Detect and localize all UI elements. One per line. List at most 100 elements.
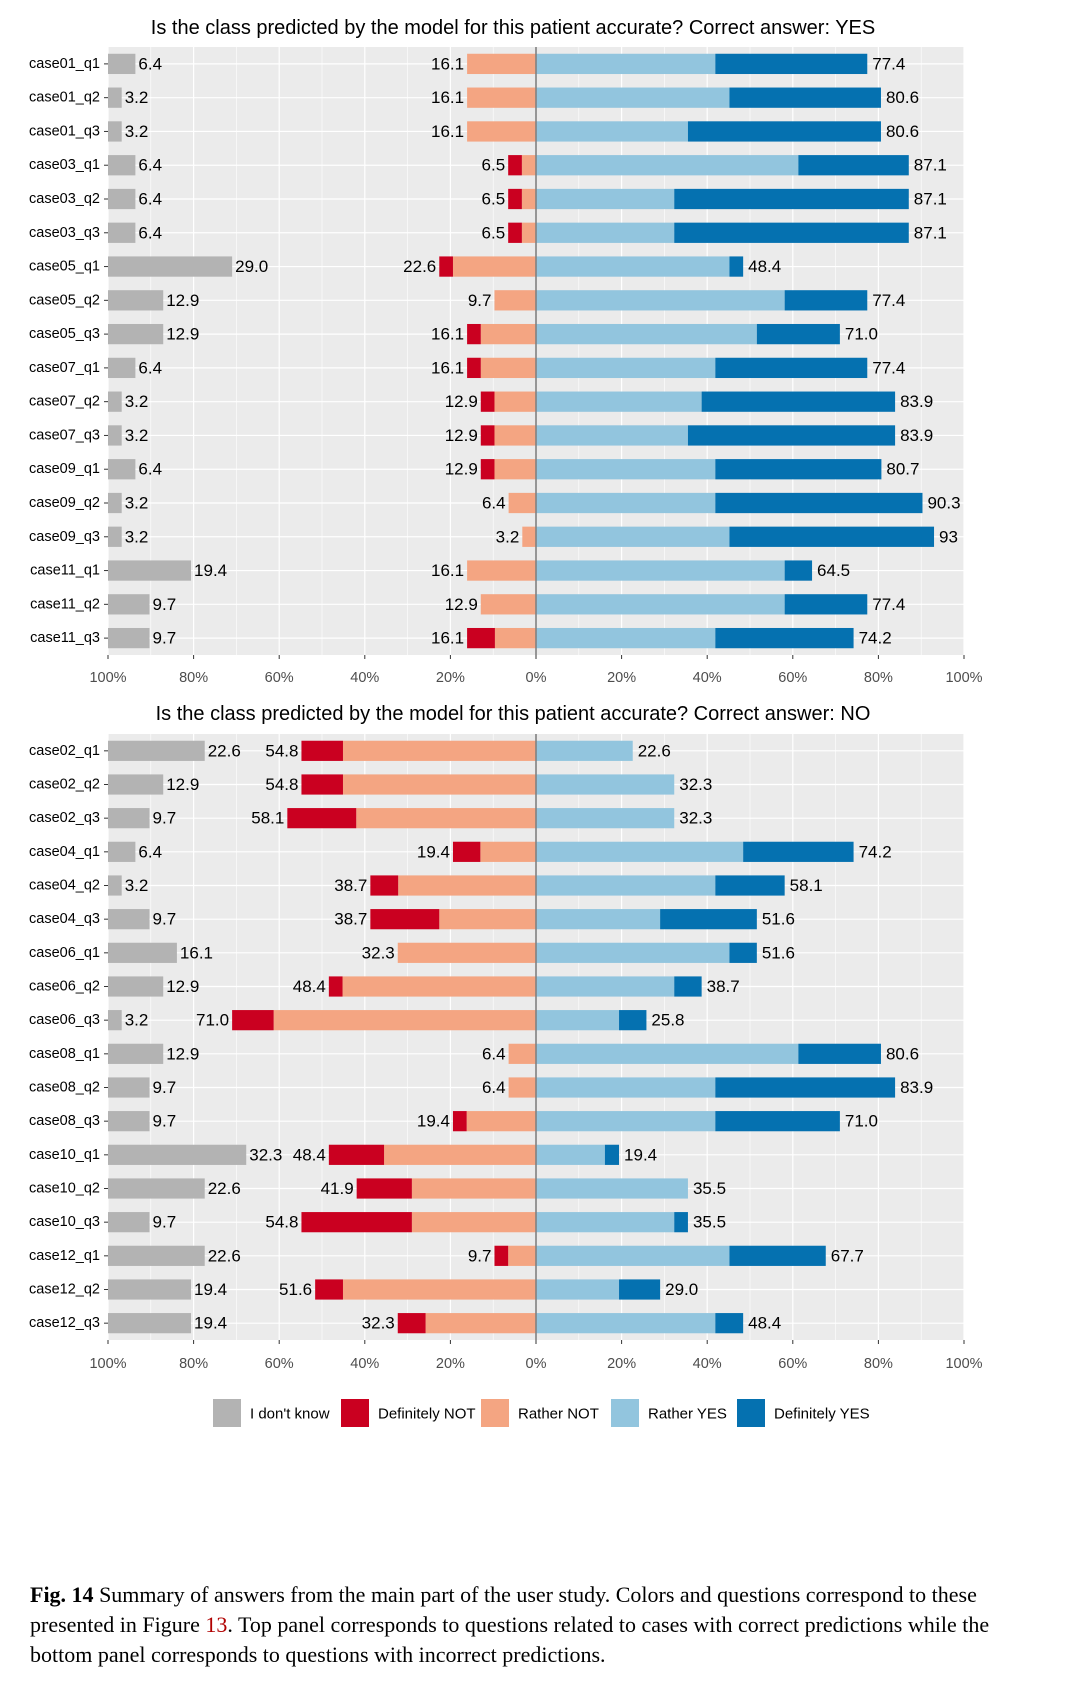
y-tick-label: case05_q3 [29,326,100,342]
bar-definitely-not [480,459,495,480]
data-label-negative: 19.4 [417,1112,450,1131]
bar-rather-not [508,1043,536,1064]
data-label-positive: 87.1 [914,223,947,242]
x-tick-label: 0% [526,670,547,686]
y-tick-label: case07_q2 [29,394,100,410]
data-label-idk: 9.7 [153,1078,177,1097]
data-label-idk: 3.2 [125,88,149,107]
data-label-idk: 3.2 [125,392,149,411]
data-label-negative: 16.1 [431,629,464,648]
bar-i-dont-know [108,1178,205,1199]
bar-definitely-yes [729,1245,826,1266]
legend-swatch-definitely-not [341,1399,369,1427]
x-tick-label: 100% [89,670,126,686]
x-tick-label: 40% [693,670,722,686]
data-label-negative: 6.4 [482,1044,506,1063]
bar-definitely-yes [784,290,868,311]
y-tick-label: case11_q3 [30,630,100,646]
bar-definitely-not [467,627,495,649]
data-label-negative: 16.1 [431,561,464,580]
bar-definitely-yes [604,1144,620,1165]
data-label-negative: 16.1 [431,358,464,377]
bar-definitely-yes [619,1279,661,1300]
data-label-positive: 32.3 [679,775,712,794]
panel-1: 6.4 16.1 77.4 case01_q1 3.2 16.1 80.6 case01_q2… [29,17,983,686]
bar-i-dont-know [108,740,205,761]
bar-rather-not [356,808,536,829]
y-tick-label: case06_q3 [29,1012,100,1028]
bar-definitely-not [494,1245,509,1266]
y-tick-label: case08_q3 [29,1113,100,1129]
data-label-idk: 12.9 [166,775,199,794]
bar-definitely-yes [674,976,702,997]
data-label-negative: 12.9 [445,426,478,445]
data-label-positive: 80.6 [886,1044,919,1063]
bar-rather-not [342,1279,536,1300]
bar-rather-yes [536,627,716,649]
bar-definitely-not [508,155,522,176]
y-tick-label: case06_q1 [29,945,100,961]
legend-swatch-rather-not [481,1399,509,1427]
y-tick-label: case01_q2 [29,90,100,106]
bar-rather-not [467,53,536,75]
data-label-positive: 29.0 [665,1280,698,1299]
bar-rather-not [494,290,536,311]
bar-definitely-yes [743,841,854,862]
bar-i-dont-know [108,290,164,311]
data-label-positive: 58.1 [790,876,823,895]
bar-rather-yes [536,357,716,379]
data-label-positive: 77.4 [872,358,905,377]
bar-rather-yes [536,53,716,75]
y-tick-label: case04_q3 [29,911,100,927]
data-label-positive: 77.4 [872,595,905,614]
data-label-positive: 87.1 [914,156,947,175]
y-tick-label: case09_q1 [29,461,100,477]
bar-i-dont-know [108,222,136,243]
bar-rather-yes [536,87,730,108]
y-tick-label: case12_q1 [29,1248,100,1264]
data-label-idk: 9.7 [153,595,177,614]
data-label-idk: 6.4 [138,156,162,175]
bar-rather-not [508,1245,536,1266]
bar-definitely-yes [729,87,881,108]
data-label-negative: 12.9 [445,460,478,479]
data-label-idk: 19.4 [194,1314,227,1333]
caption-text-1: Summary of answers from the main part of… [30,1582,977,1637]
bar-rather-yes [536,560,785,581]
y-tick-label: case10_q1 [29,1147,100,1163]
bar-rather-yes [536,740,633,761]
bar-definitely-yes [756,323,840,345]
data-label-positive: 35.5 [693,1213,726,1232]
bar-definitely-yes [687,425,896,446]
data-label-positive: 25.8 [651,1011,684,1030]
data-label-idk: 32.3 [249,1145,282,1164]
bar-definitely-yes [798,1043,881,1064]
data-label-idk: 12.9 [166,977,199,996]
x-tick-label: 20% [436,670,465,686]
data-label-positive: 74.2 [859,629,892,648]
y-tick-label: case11_q1 [30,563,100,579]
y-tick-label: case04_q1 [29,844,100,860]
y-tick-label: case07_q1 [29,360,100,376]
bar-definitely-yes [715,459,882,480]
x-tick-label: 100% [89,1356,126,1372]
x-tick-label: 60% [778,1356,807,1372]
caption-figure-ref[interactable]: 13 [205,1612,228,1637]
bar-definitely-not [452,841,481,862]
bar-definitely-yes [660,909,757,930]
y-tick-label: case10_q2 [29,1181,100,1197]
bar-definitely-yes [798,155,909,176]
bar-rather-not [494,627,536,649]
bar-i-dont-know [108,1077,150,1098]
bar-rather-yes [536,1144,605,1165]
data-label-negative: 3.2 [496,527,520,546]
legend-label-rather-yes: Rather YES [648,1406,727,1423]
data-label-idk: 3.2 [125,494,149,513]
bar-i-dont-know [108,1111,150,1132]
x-tick-label: 80% [179,670,208,686]
legend-label-rather-not: Rather NOT [518,1406,599,1423]
caption-text-2: . Top panel corresponds to questions rel… [30,1612,990,1667]
data-label-positive: 51.6 [762,943,795,962]
y-tick-label: case12_q2 [29,1282,100,1298]
data-label-positive: 35.5 [693,1179,726,1198]
